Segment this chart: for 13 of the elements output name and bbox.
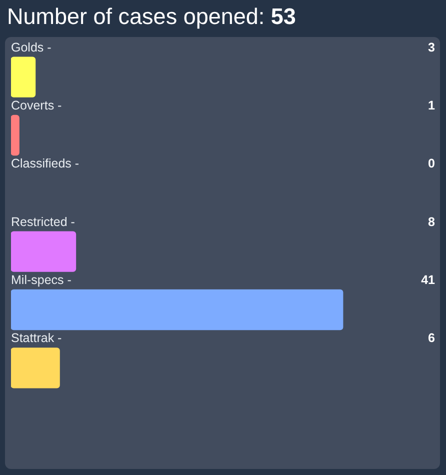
data-label: 3: [428, 40, 436, 54]
y-tick-label: Classifieds -: [11, 156, 80, 171]
y-tick-label: Golds -: [11, 40, 52, 54]
data-label: 41: [421, 272, 436, 287]
y-tick-label: Restricted -: [11, 214, 75, 229]
data-label: 1: [428, 98, 436, 112]
y-tick-label: Coverts -: [11, 98, 62, 112]
chart-title: Number of cases opened: 53: [7, 3, 296, 31]
y-tick-label: Mil-specs -: [11, 272, 72, 287]
data-label: 0: [428, 156, 436, 171]
y-tick-label: Stattrak -: [11, 331, 62, 346]
data-label: 6: [428, 331, 436, 346]
data-label: 8: [428, 214, 436, 229]
